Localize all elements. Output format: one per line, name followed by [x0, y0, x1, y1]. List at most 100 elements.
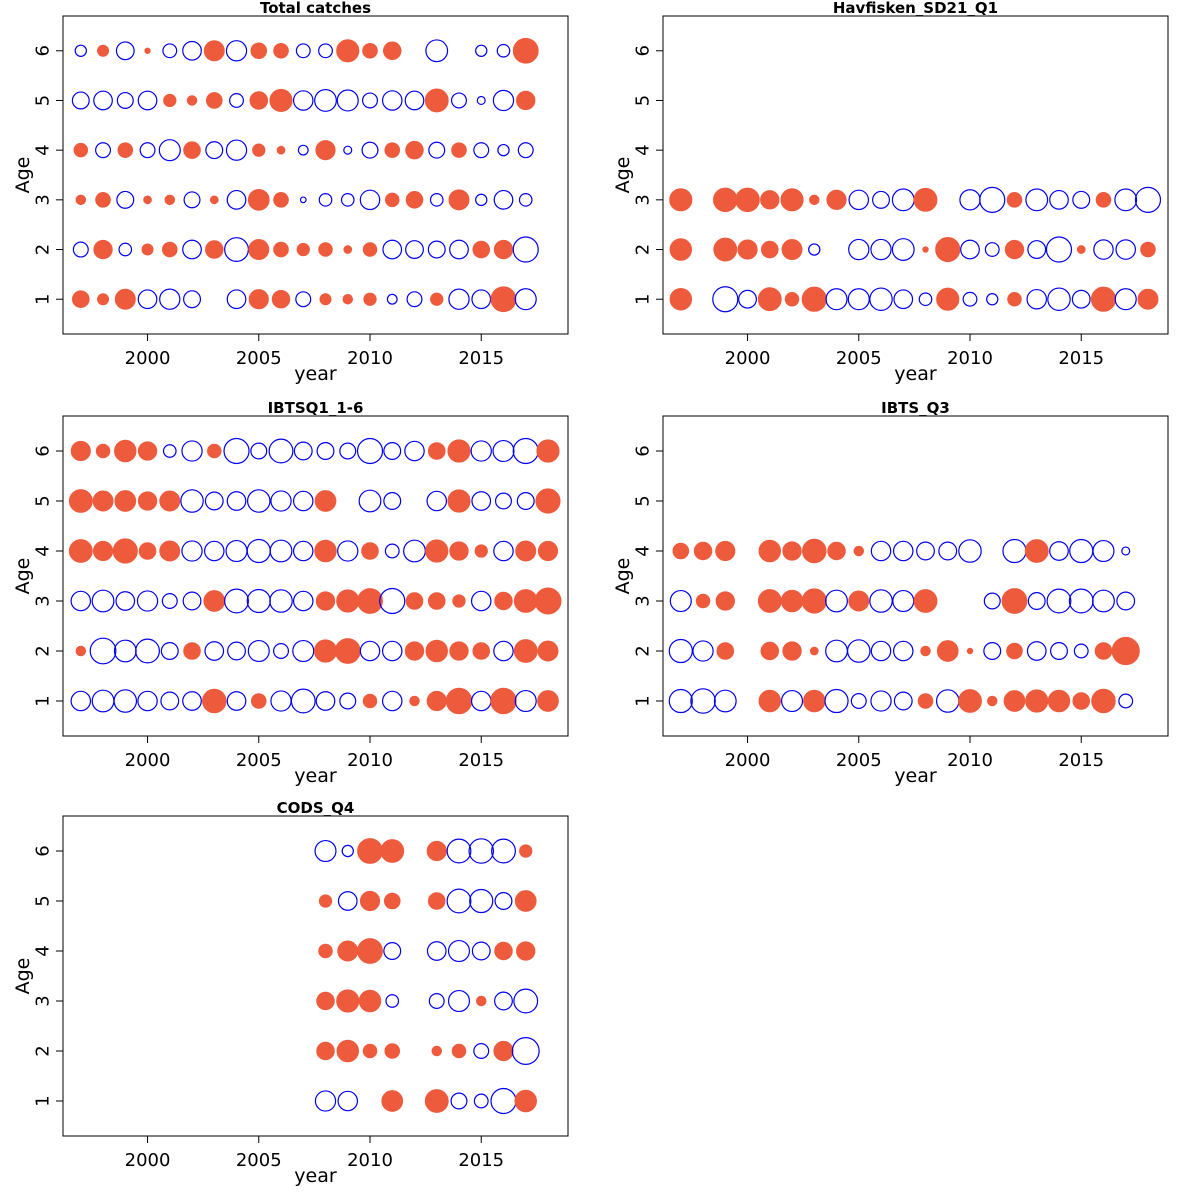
residual-bubble-2012-age-1: [409, 695, 420, 707]
residual-bubble-1999-age-2: [716, 642, 735, 660]
residual-bubble-2008-age-1: [918, 292, 933, 307]
residual-bubble-2016-age-3: [494, 591, 513, 611]
residual-bubble-1998-age-4: [92, 540, 114, 562]
residual-bubble-2017-age-2: [512, 236, 539, 263]
residual-bubble-2000-age-6: [144, 47, 151, 54]
x-tick-label: 2005: [236, 750, 282, 771]
y-tick-label: 2: [33, 244, 54, 255]
residual-bubble-2014-age-3: [447, 989, 471, 1013]
residual-bubble-2000-age-5: [137, 90, 158, 111]
residual-bubble-2012-age-2: [1004, 239, 1025, 260]
residual-bubble-2017-age-4: [517, 142, 534, 159]
residual-bubble-2006-age-1: [870, 690, 892, 712]
residual-bubble-2017-age-1: [514, 689, 537, 713]
residual-bubble-1997-age-1: [668, 688, 693, 714]
residual-bubble-2004-age-3: [224, 588, 249, 614]
residual-bubble-1997-age-4: [73, 142, 89, 158]
residual-bubble-2013-age-4: [425, 539, 449, 563]
residual-bubble-2011-age-4: [383, 942, 402, 960]
residual-bubble-2013-age-5: [426, 490, 448, 512]
residual-bubble-2013-age-3: [1025, 188, 1049, 212]
residual-bubble-2011-age-3: [379, 587, 406, 615]
residual-bubble-2014-age-1: [1047, 689, 1071, 713]
x-axis-label: year: [894, 765, 937, 787]
residual-bubble-2012-age-3: [1006, 192, 1023, 208]
residual-bubble-1998-age-3: [695, 593, 711, 609]
residual-bubble-2016-age-3: [1095, 192, 1112, 208]
residual-bubble-2016-age-5: [494, 492, 512, 510]
residual-bubble-2008-age-6: [318, 43, 333, 59]
residual-bubble-2013-age-5: [427, 892, 446, 910]
residual-bubble-2005-age-3: [848, 590, 870, 612]
residual-bubble-2008-age-2: [920, 645, 931, 657]
residual-bubble-2016-age-2: [493, 239, 514, 260]
residual-bubble-2012-age-4: [405, 140, 424, 160]
residual-bubble-2006-age-1: [869, 287, 893, 311]
residual-bubble-2014-age-1: [445, 687, 473, 715]
residual-bubble-2017-age-6: [512, 37, 539, 64]
residual-bubble-2014-age-2: [451, 1043, 467, 1059]
residual-bubble-2003-age-3: [209, 195, 219, 205]
residual-bubble-1999-age-5: [114, 490, 137, 512]
residual-bubble-2007-age-4: [892, 540, 914, 562]
x-tick-label: 2000: [125, 750, 171, 771]
residual-bubble-2015-age-2: [473, 1042, 490, 1059]
residual-bubble-2005-age-2: [848, 238, 870, 261]
residual-bubble-2003-age-4: [205, 141, 224, 160]
residual-bubble-2008-age-4: [314, 539, 337, 563]
residual-bubble-2008-age-5: [318, 894, 333, 908]
x-tick-label: 2010: [347, 750, 393, 771]
residual-bubble-2012-age-1: [406, 291, 423, 308]
y-tick-label: 1: [633, 695, 654, 706]
residual-bubble-1997-age-1: [70, 690, 92, 712]
residual-bubble-2017-age-3: [1114, 188, 1138, 212]
residual-bubble-2008-age-2: [922, 246, 929, 253]
residual-bubble-2003-age-3: [203, 590, 226, 612]
residual-bubble-2011-age-3: [385, 192, 400, 208]
residual-bubble-2008-age-4: [315, 140, 336, 161]
residual-bubble-2018-age-4: [537, 540, 559, 562]
residual-bubble-2006-age-6: [273, 42, 289, 59]
residual-bubble-2001-age-3: [164, 194, 176, 206]
x-tick-label: 2010: [947, 348, 993, 369]
residual-bubble-2003-age-5: [205, 92, 223, 109]
residual-bubble-2010-age-4: [361, 542, 379, 560]
residual-bubble-2012-age-2: [1006, 642, 1023, 660]
residual-bubble-2013-age-2: [1026, 641, 1047, 661]
residual-bubble-2003-age-2: [205, 240, 224, 259]
y-tick-label: 2: [33, 1045, 54, 1056]
residual-bubble-2015-age-1: [471, 289, 492, 310]
y-tick-label: 5: [33, 95, 54, 106]
residual-bubble-2000-age-2: [135, 638, 160, 664]
y-tick-label: 6: [33, 445, 54, 456]
panel-3: IBTSQ1_1-6 2000 2005 2010 2015 1 2 3 4 5 6 year Age: [12, 399, 569, 787]
residual-bubble-2009-age-2: [336, 1039, 359, 1063]
x-tick-label: 2015: [458, 1150, 504, 1171]
residual-bubble-2007-age-5: [292, 490, 314, 512]
residual-bubble-2001-age-6: [162, 444, 177, 458]
residual-bubble-2012-age-5: [404, 90, 425, 111]
residual-bubble-2014-age-1: [448, 288, 470, 310]
residual-bubble-1997-age-5: [68, 489, 93, 513]
panel-5: CODS_Q4 2000 2005 2010 2015 1 2 3 4 5 6 year Age: [12, 799, 569, 1187]
residual-bubble-1998-age-1: [690, 688, 716, 714]
x-tick-label: 2010: [347, 1150, 393, 1171]
residual-bubble-2015-age-1: [1071, 289, 1091, 309]
residual-bubble-2012-age-1: [1007, 291, 1022, 307]
residual-bubble-2015-age-1: [1072, 692, 1091, 710]
residual-bubble-2018-age-1: [537, 690, 559, 712]
residual-bubble-1997-age-3: [70, 590, 92, 612]
residual-bubble-2009-age-2: [936, 640, 959, 662]
residual-bubble-2009-age-6: [341, 844, 354, 858]
residual-bubble-1998-age-6: [95, 443, 111, 459]
residual-bubble-2017-age-3: [518, 192, 533, 207]
residual-bubble-1997-age-2: [72, 241, 89, 258]
residual-bubble-1997-age-2: [668, 638, 693, 664]
residual-bubble-2014-age-3: [452, 594, 466, 608]
residual-bubble-2008-age-3: [315, 591, 336, 611]
residual-bubble-2014-age-5: [446, 888, 472, 914]
residual-bubble-2011-age-6: [383, 41, 402, 61]
residual-bubble-2010-age-3: [357, 588, 383, 614]
residual-bubble-2011-age-2: [983, 642, 1002, 660]
residual-bubble-2013-age-2: [431, 1045, 442, 1057]
